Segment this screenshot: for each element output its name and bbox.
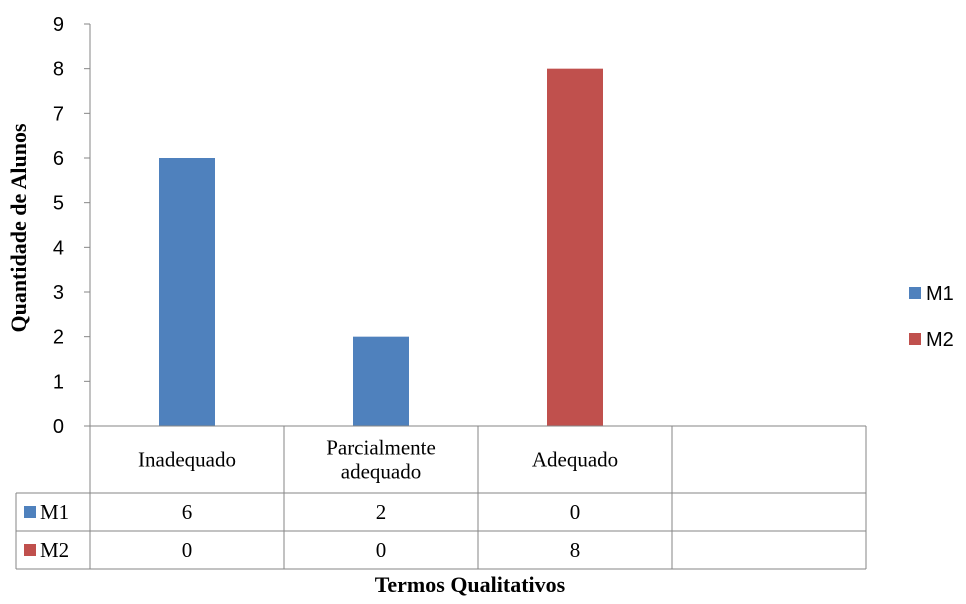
table-cell: 8 <box>570 538 581 562</box>
y-tick-label: 0 <box>53 416 64 438</box>
bar-m2-2 <box>547 68 603 427</box>
table-cell: 6 <box>182 500 193 524</box>
bar-m1-1 <box>353 336 409 426</box>
legend-label: M2 <box>926 329 954 351</box>
y-axis-title: Quantidade de Alunos <box>6 123 31 333</box>
table-cell: 0 <box>570 500 581 524</box>
legend-label: M1 <box>926 283 954 305</box>
x-tick-label: Inadequado <box>138 448 236 472</box>
y-tick-label: 7 <box>53 103 64 125</box>
y-tick-label: 9 <box>53 14 64 36</box>
x-tick-label: Parcialmente <box>326 436 436 460</box>
plot-area: 0 1 2 3 4 5 6 7 8 9 <box>53 14 603 438</box>
table-legend-key-m1 <box>24 506 36 518</box>
y-tick-label: 6 <box>53 148 64 170</box>
table-legend-key-m2 <box>24 544 36 556</box>
y-tick-label: 3 <box>53 282 64 304</box>
y-tick-label: 8 <box>53 59 64 81</box>
legend-key-m1 <box>909 287 921 299</box>
legend: M1 M2 <box>909 283 954 351</box>
table-cell: 2 <box>376 500 387 524</box>
y-tick-label: 1 <box>53 371 64 393</box>
table-cell: 0 <box>182 538 193 562</box>
y-tick-label: 5 <box>53 193 64 215</box>
x-tick-label: adequado <box>341 460 421 484</box>
table-cell: 0 <box>376 538 387 562</box>
table-row-label: M2 <box>40 538 69 562</box>
y-tick-label: 4 <box>53 237 64 259</box>
table-row-label: M1 <box>40 500 69 524</box>
y-tick-label: 2 <box>53 327 64 349</box>
bar-m1-0 <box>159 158 215 426</box>
x-axis-title: Termos Qualitativos <box>375 572 566 597</box>
legend-key-m2 <box>909 333 921 345</box>
x-tick-label: Adequado <box>532 448 618 472</box>
